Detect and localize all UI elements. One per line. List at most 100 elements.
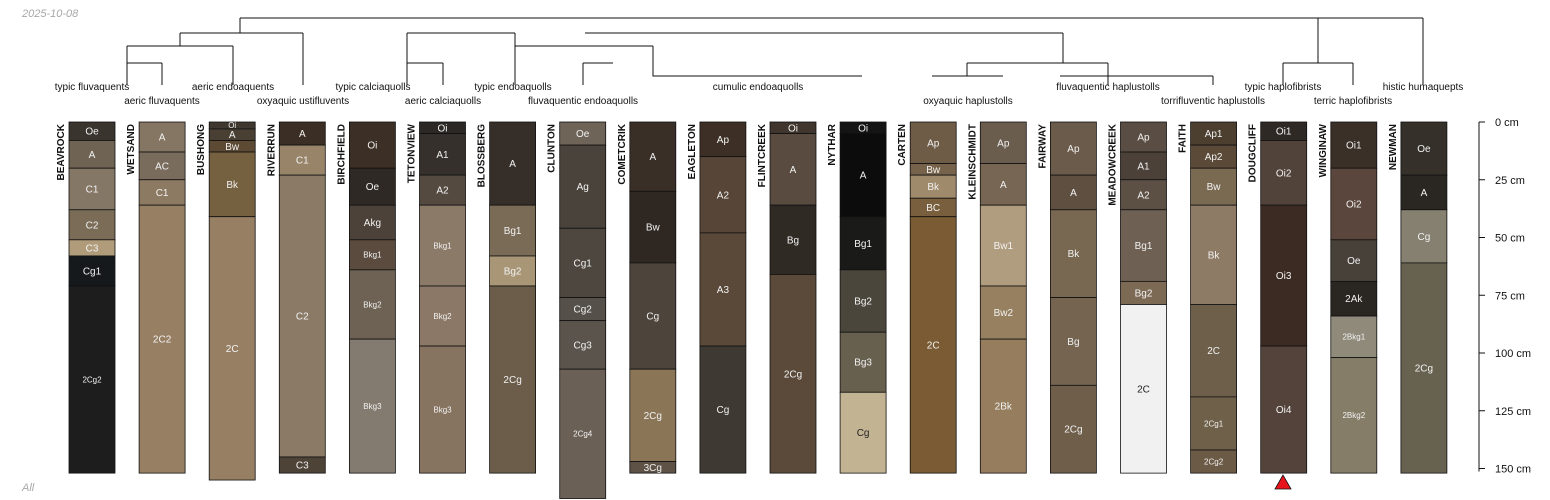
horizon (1330, 167, 1378, 241)
profile-beavrock: Oe A C1 C2 C3 Cg1 2Cg2 BEAVROCK (56, 121, 116, 474)
horizon (419, 204, 466, 287)
horizon (1050, 209, 1097, 298)
horizon-label: Oe (576, 129, 590, 140)
depth-tick-label: 125 cm (1495, 406, 1531, 418)
horizon-label: Bw (926, 165, 941, 176)
taxonomy-label: aeric endoaquents (192, 82, 274, 93)
horizon-label: C1 (156, 188, 169, 199)
horizon (769, 133, 817, 206)
horizon (348, 204, 396, 241)
horizon-label: Cg2 (574, 305, 593, 316)
horizon-label: Bg1 (854, 239, 872, 250)
horizon-label: C3 (296, 461, 309, 472)
taxonomy-label: histic humaquepts (1383, 82, 1464, 93)
profile-name: FLINTCREEK (757, 123, 768, 187)
horizon-label: Cg (1418, 232, 1431, 243)
horizon-label: Cg3 (574, 340, 593, 351)
horizon-label: C2 (296, 312, 309, 323)
horizon-label: 2C (226, 344, 239, 355)
profile-carten: Ap Bw Bk BC 2C CARTEN (897, 121, 957, 474)
horizon-label: Cg (857, 428, 870, 439)
footer-label: All (22, 482, 35, 494)
horizon (68, 209, 116, 241)
horizon-label: A (89, 150, 96, 161)
profile-blossberg: A Bg1 Bg2 2Cg BLOSSBERG (477, 121, 537, 474)
taxonomy-label: fluvaquentic endoaquolls (528, 96, 638, 107)
horizon-label: Bw (225, 142, 240, 153)
horizon (348, 121, 396, 169)
profile-name: MEADOWCREEK (1108, 123, 1119, 205)
horizon (979, 121, 1027, 164)
horizon-label: Oi (438, 123, 448, 134)
taxonomy-label: terric haplofibrists (1314, 96, 1392, 107)
horizon (629, 262, 677, 370)
horizon-label: 2Bkg2 (1342, 411, 1365, 420)
depth-tick-label: 25 cm (1495, 175, 1525, 187)
horizon-label: Bg1 (504, 226, 522, 237)
profile-newman: Oe A Cg 2Cg NEWMAN (1388, 121, 1448, 474)
horizon-label: Oi (228, 121, 236, 130)
horizon (1400, 121, 1448, 176)
horizon-label: Oi1 (1276, 127, 1292, 138)
horizon (68, 285, 116, 474)
dendrogram-branch (179, 32, 304, 85)
horizon-label: 2Bk (995, 402, 1013, 413)
horizon (1050, 384, 1097, 474)
horizon (489, 204, 537, 257)
horizon-label: A2 (436, 186, 449, 197)
horizon (629, 121, 677, 192)
profile-kleinschmidt: Ap A Bw1 Bw2 2Bk KLEINSCHMIDT (967, 121, 1027, 474)
selected-profile-marker-icon (1274, 474, 1292, 490)
horizon-label: A (1000, 180, 1007, 191)
horizon-label: Bk (1068, 249, 1081, 260)
date-label: 2025-10-08 (22, 8, 79, 20)
profile-name: CLUNTON (547, 124, 558, 173)
horizon-label: Cg (646, 312, 659, 323)
horizon (1260, 345, 1308, 474)
horizon-label: A (790, 165, 797, 176)
profile-clunton: Oe Ag Cg1 Cg2 Cg3 2Cg4 CLUNTON (547, 121, 607, 499)
horizon-label: Oi (858, 123, 868, 134)
horizon (68, 167, 116, 211)
horizon (979, 204, 1027, 287)
taxonomy-labels: typic fluvaquents aeric fluvaquents aeri… (55, 82, 1464, 107)
horizon-label: Cg (717, 405, 730, 416)
horizon (979, 338, 1027, 474)
profile-name: WINGINAW (1318, 123, 1329, 177)
horizon-label: 2C (1137, 384, 1150, 395)
horizon-label: 2Cg2 (1204, 457, 1224, 466)
horizon (1120, 304, 1167, 474)
horizon-label: Bw1 (994, 241, 1014, 252)
horizon (629, 190, 677, 264)
horizon-label: A (1070, 188, 1077, 199)
profile-name: NEWMAN (1388, 124, 1399, 170)
horizon-label: C1 (296, 156, 309, 167)
horizon (699, 121, 747, 158)
taxonomy-label: oxyaquic haplustolls (923, 96, 1013, 107)
horizon-label: 2Cg (503, 375, 521, 386)
horizon (68, 255, 116, 287)
horizon (839, 269, 887, 333)
horizon-label: 2Bkg1 (1342, 333, 1365, 342)
horizon-label: Ap (1067, 144, 1080, 155)
horizon (138, 204, 186, 474)
depth-axis: 0 cm 25 cm 50 cm 75 cm 100 cm 125 cm 150 cm (1478, 117, 1531, 476)
depth-tick-label: 100 cm (1495, 348, 1531, 360)
horizon-label: 2Ak (1345, 294, 1363, 305)
horizon-label: Oi (367, 141, 377, 152)
horizon-label: Ap2 (1205, 152, 1223, 163)
horizon-label: Oi (788, 123, 798, 134)
horizon-label: Oi2 (1346, 200, 1362, 211)
horizon-label: Cg1 (83, 266, 102, 277)
horizon (1330, 121, 1378, 169)
taxonomy-label: fluvaquentic haplustolls (1056, 82, 1159, 93)
horizon-label: Ap (927, 138, 940, 149)
taxonomy-label: typic endoaquolls (474, 82, 551, 93)
horizon-label: C2 (86, 220, 99, 231)
depth-tick-label: 75 cm (1495, 290, 1525, 302)
horizon (699, 232, 747, 347)
horizon-label: 2Cg4 (573, 430, 593, 439)
horizon-label: BC (926, 203, 940, 214)
horizon (839, 391, 887, 474)
